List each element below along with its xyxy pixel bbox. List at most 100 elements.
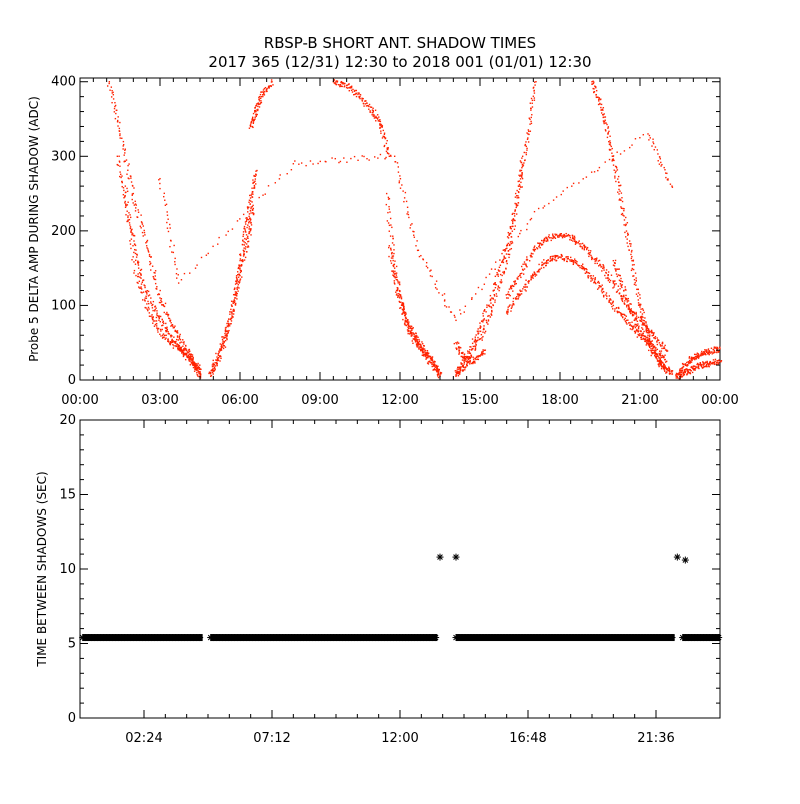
top-panel-point: [626, 323, 627, 324]
top-panel-point: [393, 266, 394, 267]
top-panel-point: [397, 295, 398, 296]
top-panel-point: [389, 225, 390, 226]
top-panel-point: [642, 313, 643, 314]
top-panel-point: [638, 292, 639, 293]
top-panel-point: [411, 223, 412, 224]
top-panel-point: [166, 204, 167, 205]
top-panel-point: [687, 373, 688, 374]
top-panel-point: [485, 331, 486, 332]
top-panel-point: [700, 354, 701, 355]
top-panel-point: [266, 88, 267, 89]
top-panel-point: [588, 272, 589, 273]
top-panel-point: [524, 261, 525, 262]
top-panel-point: [127, 191, 128, 192]
top-panel-point: [609, 279, 610, 280]
top-panel-point: [408, 325, 409, 326]
top-panel-point: [181, 279, 182, 280]
top-panel-point: [706, 366, 707, 367]
top-panel-point: [479, 355, 480, 356]
top-panel-point: [663, 346, 664, 347]
top-panel-point: [671, 373, 672, 374]
top-panel-point: [669, 371, 670, 372]
top-panel-point: [165, 328, 166, 329]
top-panel-point: [512, 290, 513, 291]
top-panel-point: [560, 257, 561, 258]
top-panel-point: [197, 367, 198, 368]
top-panel-point: [586, 176, 587, 177]
top-panel-point: [156, 312, 157, 313]
top-panel-point: [191, 356, 192, 357]
top-panel-point: [354, 94, 355, 95]
top-panel-point: [666, 349, 667, 350]
top-panel-point: [545, 265, 546, 266]
top-panel-point: [219, 355, 220, 356]
top-panel-point: [670, 183, 671, 184]
top-panel-point: [603, 107, 604, 108]
top-panel-point: [432, 369, 433, 370]
top-panel-point: [119, 135, 120, 136]
top-panel-point: [587, 275, 588, 276]
top-panel-point: [164, 200, 165, 201]
top-panel-point: [262, 194, 263, 195]
top-panel-point: [437, 366, 438, 367]
top-panel-point: [519, 170, 520, 171]
top-panel-point: [525, 286, 526, 287]
top-panel-point: [606, 292, 607, 293]
top-panel-point: [132, 199, 133, 200]
top-panel-point: [122, 186, 123, 187]
top-panel-point: [166, 314, 167, 315]
top-panel-point: [160, 300, 161, 301]
top-panel-point: [132, 233, 133, 234]
top-panel-point: [135, 249, 136, 250]
top-panel-point: [139, 272, 140, 273]
top-panel-point: [197, 368, 198, 369]
top-panel-point: [469, 363, 470, 364]
top-panel-point: [466, 356, 467, 357]
top-panel-point: [518, 197, 519, 198]
top-panel-point: [159, 290, 160, 291]
top-panel-point: [254, 107, 255, 108]
top-panel-point: [586, 271, 587, 272]
top-panel-point: [363, 105, 364, 106]
top-panel-point: [599, 103, 600, 104]
top-panel-point: [694, 354, 695, 355]
top-panel-point: [457, 368, 458, 369]
top-panel-point: [162, 335, 163, 336]
top-panel-point: [438, 369, 439, 370]
top-panel-point: [613, 301, 614, 302]
top-panel-point: [521, 266, 522, 267]
top-panel-point: [406, 318, 407, 319]
top-panel-point: [614, 262, 615, 263]
top-panel-point: [460, 366, 461, 367]
top-panel-point: [158, 320, 159, 321]
top-panel-point: [562, 258, 563, 259]
top-panel-point: [605, 130, 606, 131]
top-panel-point: [170, 320, 171, 321]
top-panel-point: [152, 323, 153, 324]
top-panel-point: [714, 346, 715, 347]
top-panel-point: [407, 327, 408, 328]
top-panel-point: [531, 218, 532, 219]
top-panel-point: [638, 304, 639, 305]
top-panel-point: [261, 102, 262, 103]
top-panel-point: [444, 300, 445, 301]
top-panel-point: [468, 358, 469, 359]
top-panel-point: [634, 313, 635, 314]
top-panel-point: [488, 305, 489, 306]
top-panel-point: [633, 269, 634, 270]
top-panel-point: [652, 348, 653, 349]
top-panel-point: [650, 341, 651, 342]
top-panel-point: [655, 146, 656, 147]
top-panel-point: [709, 354, 710, 355]
top-panel-point: [464, 353, 465, 354]
top-panel-point: [481, 321, 482, 322]
top-panel-point: [135, 264, 136, 265]
top-panel-point: [464, 367, 465, 368]
top-panel-point: [618, 193, 619, 194]
top-panel-point: [522, 156, 523, 157]
top-panel-point: [518, 185, 519, 186]
top-panel-point: [253, 113, 254, 114]
top-panel-point: [643, 134, 644, 135]
top-panel-point: [178, 282, 179, 283]
top-panel-point: [606, 269, 607, 270]
